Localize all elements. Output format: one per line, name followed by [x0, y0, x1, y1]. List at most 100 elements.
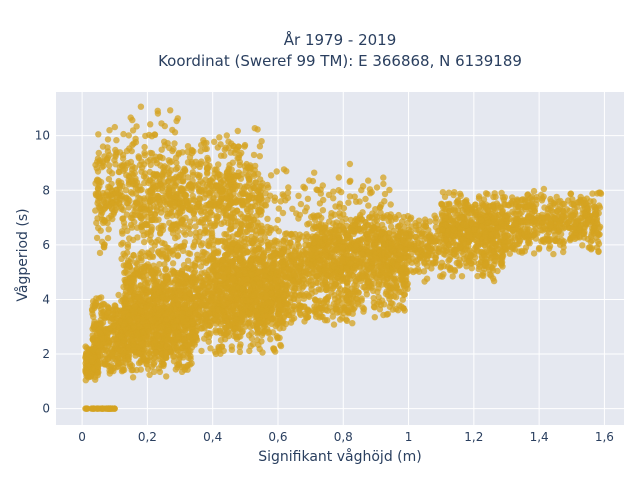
data-point [267, 239, 275, 247]
data-point [115, 291, 122, 299]
data-point [89, 356, 96, 363]
data-point [106, 367, 113, 374]
data-point [379, 274, 386, 282]
data-point [366, 251, 373, 259]
data-point [284, 282, 291, 289]
data-point [95, 347, 103, 355]
data-point [423, 275, 431, 282]
data-point [254, 330, 261, 337]
data-point [407, 228, 414, 235]
data-point [546, 245, 553, 252]
data-point [101, 355, 108, 362]
data-point [308, 251, 316, 259]
data-point [90, 346, 97, 353]
data-point [281, 269, 289, 276]
data-point [430, 234, 437, 241]
data-point [255, 242, 262, 250]
data-point [272, 277, 279, 284]
data-point [339, 258, 346, 265]
data-point [392, 294, 400, 301]
data-point [90, 313, 97, 321]
data-point [129, 336, 136, 344]
data-point [227, 251, 234, 258]
data-point [132, 352, 139, 359]
data-point [407, 241, 414, 248]
data-point [160, 360, 167, 367]
data-point [339, 277, 346, 284]
data-point [414, 249, 422, 256]
data-point [298, 259, 305, 267]
data-point [153, 332, 160, 339]
data-point [185, 250, 192, 257]
data-point [217, 330, 225, 337]
data-point [138, 286, 145, 293]
data-point [451, 251, 458, 258]
data-point [151, 340, 158, 347]
data-point [230, 275, 237, 282]
data-point [497, 254, 504, 261]
data-point [414, 260, 421, 268]
data-point [118, 333, 125, 340]
data-point [150, 368, 158, 375]
data-point [331, 292, 338, 299]
data-point [386, 303, 393, 310]
data-point [216, 347, 223, 354]
data-point [368, 273, 375, 281]
data-point [103, 327, 110, 334]
data-point [478, 249, 486, 256]
data-point [167, 270, 174, 278]
data-point [309, 281, 316, 288]
data-point [201, 325, 208, 332]
data-point [236, 343, 244, 350]
data-point [102, 347, 109, 354]
data-point [180, 261, 188, 269]
data-point [248, 271, 255, 278]
data-point [270, 265, 277, 272]
data-point [169, 260, 177, 267]
data-point [260, 252, 267, 260]
data-point [139, 354, 147, 362]
data-point [205, 338, 212, 345]
data-point [99, 319, 107, 326]
data-point [381, 250, 388, 257]
data-point [421, 260, 428, 267]
data-point [236, 271, 243, 278]
data-point [277, 341, 284, 349]
data-point [93, 405, 101, 412]
data-point [397, 273, 405, 280]
data-point [109, 350, 116, 357]
data-point [476, 263, 483, 270]
data-point [352, 242, 360, 250]
data-point [429, 260, 436, 267]
data-point [102, 361, 109, 368]
data-point [175, 333, 182, 340]
data-point [116, 347, 124, 354]
data-point [191, 341, 198, 348]
data-point [164, 255, 171, 262]
data-point [471, 209, 479, 216]
data-point [159, 294, 166, 301]
data-point [331, 238, 338, 246]
data-point [383, 311, 390, 318]
data-point [178, 271, 186, 279]
data-point [419, 229, 426, 236]
data-point [361, 257, 369, 264]
data-point [83, 405, 91, 412]
data-point [172, 276, 180, 284]
data-point [300, 276, 307, 284]
data-point [122, 262, 130, 269]
data-point [125, 316, 133, 324]
data-point [355, 275, 362, 282]
data-point [352, 265, 359, 272]
data-point [129, 374, 137, 381]
data-point [95, 295, 103, 302]
data-point [201, 281, 209, 288]
data-point [250, 280, 257, 288]
data-point [194, 255, 201, 262]
data-point [122, 279, 130, 286]
data-point [440, 271, 447, 278]
data-point [89, 332, 96, 339]
data-point [396, 222, 403, 229]
data-point [287, 252, 294, 259]
data-point [163, 316, 170, 323]
